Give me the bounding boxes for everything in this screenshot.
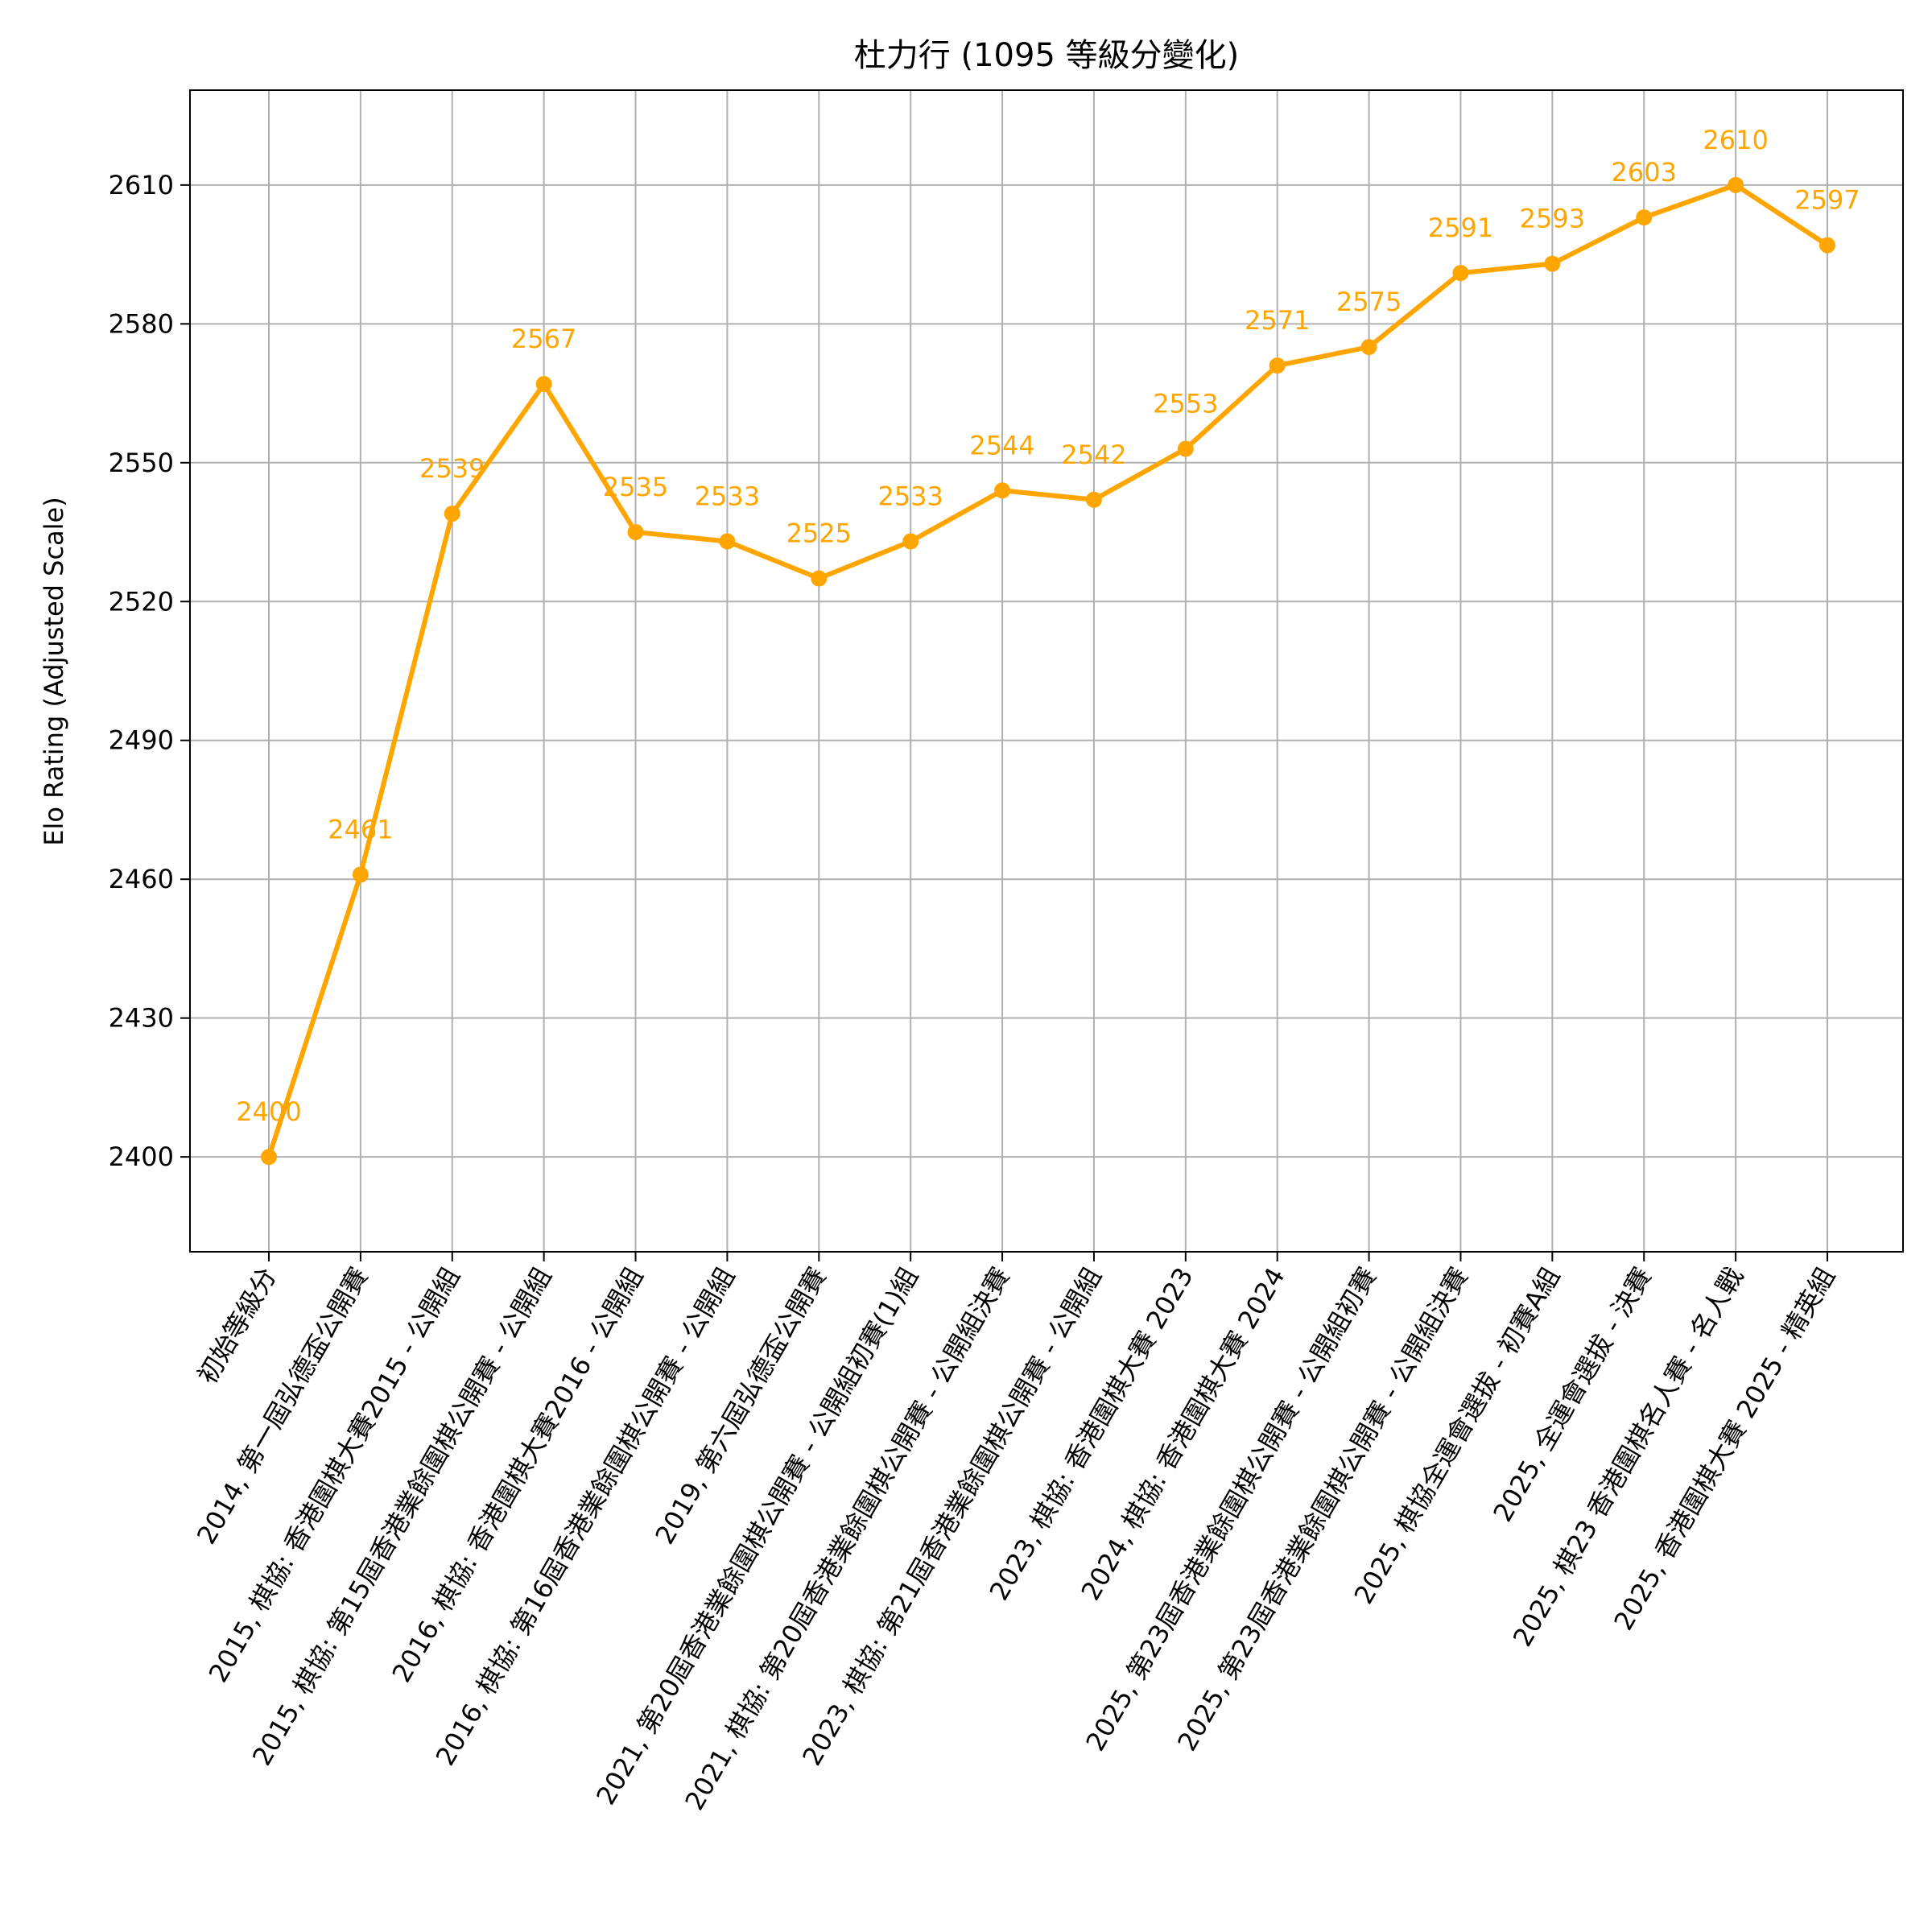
- data-point: [444, 506, 460, 522]
- data-label: 2575: [1336, 287, 1402, 317]
- data-point: [352, 866, 369, 883]
- data-label: 2535: [603, 472, 668, 502]
- data-point: [811, 570, 828, 587]
- data-label: 2597: [1794, 185, 1860, 216]
- data-point: [1269, 357, 1286, 374]
- plot-frame: [189, 89, 1904, 1253]
- y-tick-label: 2550: [109, 448, 174, 478]
- data-labels: 2400 2461 2539 2567 2535 2533 2525 2533 2544 2542…: [236, 125, 1860, 1127]
- y-tick-label: 2490: [109, 725, 174, 756]
- chart-title: 杜力行 (1095 等級分變化): [854, 37, 1239, 74]
- data-point: [1085, 491, 1102, 508]
- data-point: [1360, 339, 1377, 356]
- data-point: [1177, 440, 1194, 457]
- data-label: 2553: [1153, 389, 1218, 419]
- data-point: [535, 376, 552, 393]
- y-tick-label: 2400: [109, 1141, 174, 1172]
- data-label: 2400: [236, 1096, 301, 1127]
- y-tick-label: 2580: [109, 308, 174, 339]
- data-label: 2461: [328, 814, 393, 844]
- data-point: [1544, 255, 1561, 272]
- data-label: 2539: [419, 453, 485, 484]
- data-point: [902, 533, 919, 550]
- data-label: 2603: [1612, 157, 1677, 188]
- data-point: [719, 533, 736, 550]
- data-point: [1728, 176, 1744, 193]
- data-label: 2571: [1245, 305, 1310, 336]
- y-axis: 2400 2430 2460 2490 2520 2550 2580 2610: [109, 170, 190, 1172]
- y-tick-label: 2520: [109, 586, 174, 617]
- data-label: 2525: [786, 518, 852, 549]
- series-layer: [261, 176, 1835, 1166]
- data-label: 2544: [969, 430, 1034, 460]
- y-tick-label: 2430: [109, 1003, 174, 1034]
- data-point: [261, 1149, 277, 1166]
- data-label: 2610: [1703, 125, 1768, 155]
- data-label: 2591: [1428, 213, 1493, 243]
- data-point: [1819, 237, 1835, 254]
- series-line: [266, 182, 1829, 1158]
- y-tick-label: 2460: [109, 864, 174, 894]
- y-axis-label: Elo Rating (Adjusted Scale): [39, 497, 69, 845]
- data-label: 2533: [877, 481, 943, 512]
- data-point: [1452, 265, 1469, 282]
- data-point: [627, 524, 644, 541]
- grid: [190, 90, 1903, 1252]
- data-label: 2533: [695, 481, 760, 512]
- data-label: 2567: [511, 324, 576, 354]
- data-point: [994, 482, 1011, 499]
- data-point: [1636, 209, 1653, 226]
- y-tick-label: 2610: [109, 170, 174, 200]
- data-label: 2593: [1520, 204, 1585, 234]
- data-label: 2542: [1061, 440, 1126, 470]
